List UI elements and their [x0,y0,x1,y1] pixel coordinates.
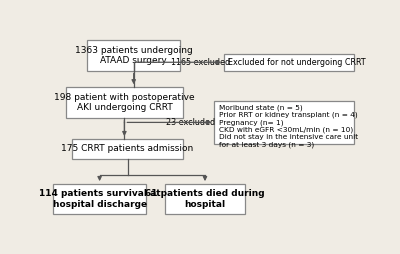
Text: 175 CRRT patients admission: 175 CRRT patients admission [61,144,194,153]
FancyBboxPatch shape [224,54,354,71]
FancyBboxPatch shape [87,40,180,71]
Text: 198 patient with postoperative
AKI undergoing CRRT: 198 patient with postoperative AKI under… [54,93,195,112]
Text: 23 excluded: 23 excluded [166,118,216,127]
Text: 1165 excluded: 1165 excluded [171,58,230,67]
Text: 61 patients died during
hospital: 61 patients died during hospital [145,189,265,209]
Text: 1363 patients undergoing
ATAAD surgery: 1363 patients undergoing ATAAD surgery [75,46,192,65]
FancyBboxPatch shape [53,184,146,214]
FancyBboxPatch shape [66,87,183,118]
Text: Moribund state (n = 5)
Prior RRT or kidney transplant (n = 4)
Pregnancy (n= 1)
C: Moribund state (n = 5) Prior RRT or kidn… [219,104,358,148]
FancyBboxPatch shape [72,139,183,158]
FancyBboxPatch shape [214,101,354,144]
Text: 114 patients survival at
hospital discharge: 114 patients survival at hospital discha… [39,189,160,209]
Text: Excluded for not undergoing CRRT: Excluded for not undergoing CRRT [228,58,366,67]
FancyBboxPatch shape [165,184,245,214]
